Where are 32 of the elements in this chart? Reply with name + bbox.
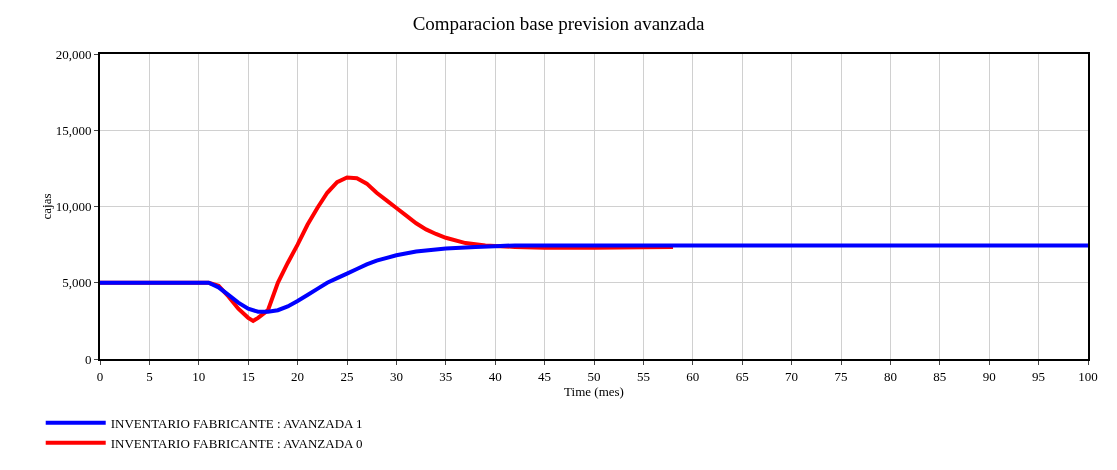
x-tick-label: 15 (241, 368, 255, 384)
x-tick-label: 55 (636, 368, 650, 384)
x-tick-label: 90 (982, 368, 996, 384)
x-axis-title: Time (mes) (564, 383, 624, 399)
line-series (100, 243, 1088, 314)
x-tick-label: 45 (538, 368, 552, 384)
x-tick-label: 85 (933, 368, 947, 384)
x-tick-label: 95 (1032, 368, 1046, 384)
x-tick-label: 0 (96, 368, 104, 384)
x-tick-label: 10 (192, 368, 206, 384)
x-tick-label: 50 (587, 368, 601, 384)
x-tick-label: 40 (488, 368, 502, 384)
x-tick-label: 100 (1078, 368, 1098, 384)
x-tick-label: 60 (686, 368, 700, 384)
x-tick-label: 80 (883, 368, 897, 384)
y-tick-label: 0 (84, 351, 92, 367)
x-tick-label: 70 (785, 368, 799, 384)
y-tick-label: 15,000 (55, 122, 92, 138)
legend-label: INVENTARIO FABRICANTE : AVANZADA 0 (110, 435, 363, 451)
y-tick-label: 5,000 (62, 275, 92, 291)
x-tick-label: 5 (146, 368, 153, 384)
x-tick-label: 65 (735, 368, 749, 384)
legend-label: INVENTARIO FABRICANTE : AVANZADA 1 (110, 415, 363, 431)
y-tick-label: 20,000 (55, 46, 92, 62)
x-tick-label: 35 (439, 368, 453, 384)
x-tick-label: 25 (340, 368, 354, 384)
y-tick-label: 10,000 (55, 199, 92, 215)
x-tick-label: 30 (389, 368, 403, 384)
x-tick-label: 75 (834, 368, 848, 384)
chart-title: Comparacion base prevision avanzada (412, 13, 705, 35)
y-axis-title: cajas (38, 193, 54, 220)
x-tick-label: 20 (291, 368, 305, 384)
